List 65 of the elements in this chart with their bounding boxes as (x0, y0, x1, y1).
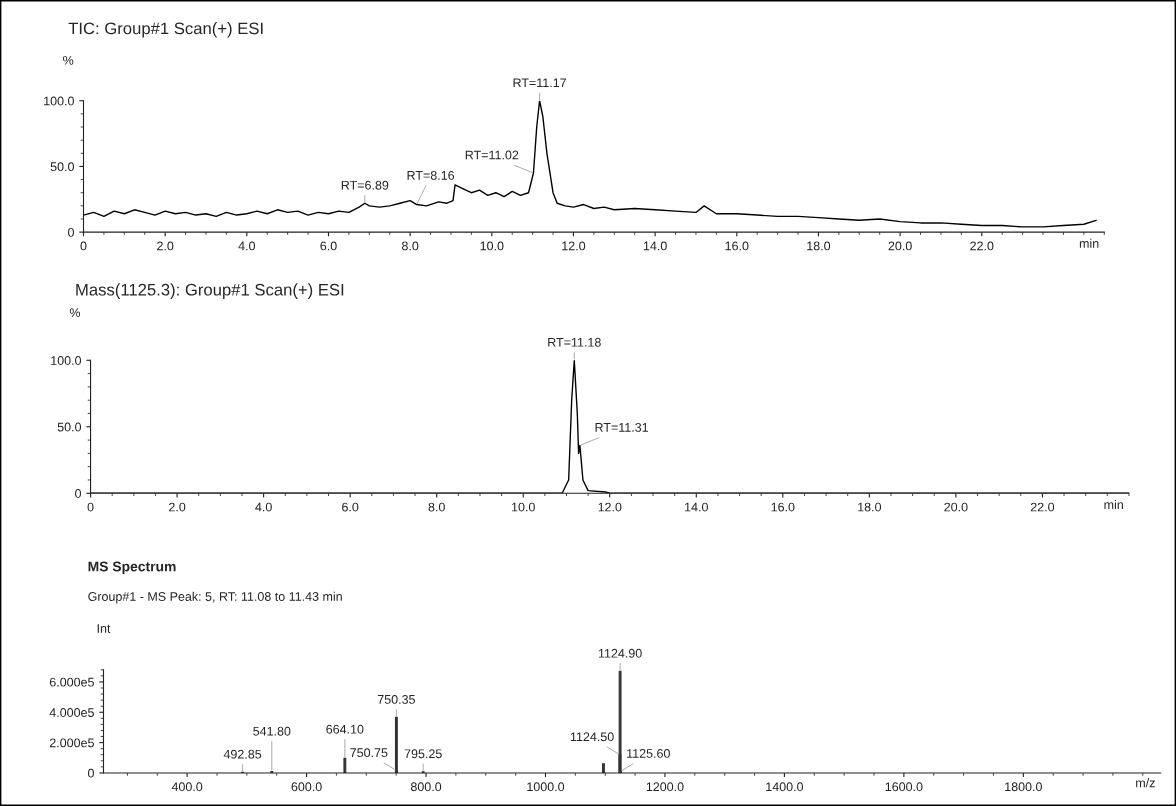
annotation: 1124.50 (570, 732, 614, 742)
annotation: 541.80 (253, 726, 291, 736)
y-tick-label: 0 (75, 489, 82, 498)
annotation: 750.75 (350, 748, 388, 758)
x-tick-label: 4.0 (238, 241, 256, 251)
x-tick-label: 8.0 (428, 502, 445, 512)
x-tick-label: 6.0 (342, 502, 359, 512)
x-tick-label: 1200.0 (646, 782, 684, 792)
y-tick-label: 50.0 (50, 162, 74, 172)
x-tick-label: 22.0 (970, 241, 994, 251)
y-axis-title: % (63, 55, 74, 65)
x-tick-label: 10.0 (512, 502, 535, 512)
chart-title: Mass(1125.3): Group#1 Scan(+) ESI (76, 283, 344, 299)
y-tick-label: 2.000e5 (49, 738, 94, 748)
x-tick-label: 2.0 (169, 502, 186, 512)
x-tick-label: 400.0 (171, 782, 203, 792)
chart-subtitle: Group#1 - MS Peak: 5, RT: 11.08 to 11.43 min (88, 591, 342, 604)
annotation: 1124.90 (598, 648, 642, 658)
x-tick-label: 1400.0 (766, 782, 804, 792)
annotation: RT=11.18 (548, 337, 601, 347)
annotation: RT=11.17 (513, 78, 566, 88)
y-tick-label: 0 (68, 227, 74, 237)
x-tick-label: 6.0 (320, 241, 337, 251)
x-tick-label: 18.0 (807, 241, 831, 251)
annotation: RT=8.16 (407, 170, 455, 180)
x-tick-label: 4.0 (255, 502, 272, 512)
annotation: 664.10 (326, 724, 364, 734)
x-tick-label: 12.0 (562, 241, 586, 251)
x-tick-label: 10.0 (480, 241, 504, 251)
x-tick-label: 600.0 (291, 782, 322, 792)
annotation: RT=11.31 (595, 422, 649, 432)
x-tick-label: 1800.0 (1005, 782, 1042, 792)
chart-title: MS Spectrum (88, 561, 176, 575)
y-tick-label: 100.0 (51, 356, 82, 365)
chart-title: TIC: Group#1 Scan(+) ESI (68, 22, 263, 38)
x-tick-label: 20.0 (888, 241, 912, 251)
y-axis-title: % (69, 308, 81, 318)
x-tick-label: 8.0 (402, 241, 419, 251)
x-tick-label: 14.0 (685, 502, 708, 512)
x-tick-label: 2.0 (157, 241, 174, 251)
annotation: RT=11.02 (465, 150, 519, 160)
y-tick-label: 50.0 (57, 422, 82, 432)
y-axis-title: Int (97, 624, 111, 633)
x-axis-title: m/z (1136, 778, 1155, 788)
x-tick-label: 20.0 (944, 502, 968, 512)
annotation: RT=6.89 (341, 180, 389, 190)
annotation: 795.25 (404, 749, 442, 759)
x-tick-label: 14.0 (643, 241, 667, 251)
x-tick-label: 22.0 (1030, 502, 1055, 512)
y-tick-label: 0 (88, 768, 94, 778)
x-tick-label: 16.0 (725, 241, 749, 251)
x-tick-label: 1600.0 (885, 782, 923, 792)
x-axis-title: min (1104, 499, 1123, 509)
x-axis-title: min (1079, 238, 1099, 248)
y-tick-label: 100.0 (44, 96, 74, 106)
annotation: 750.35 (377, 694, 415, 704)
x-tick-label: 16.0 (771, 502, 795, 512)
x-tick-label: 18.0 (858, 502, 882, 512)
x-tick-label: 1000.0 (527, 782, 565, 792)
annotation: 492.85 (223, 749, 262, 759)
y-tick-label: 4.000e5 (49, 708, 94, 717)
annotation: 1125.60 (627, 749, 670, 758)
y-tick-label: 6.000e5 (49, 677, 94, 687)
x-tick-label: 12.0 (598, 502, 622, 512)
x-tick-label: 800.0 (410, 782, 442, 792)
